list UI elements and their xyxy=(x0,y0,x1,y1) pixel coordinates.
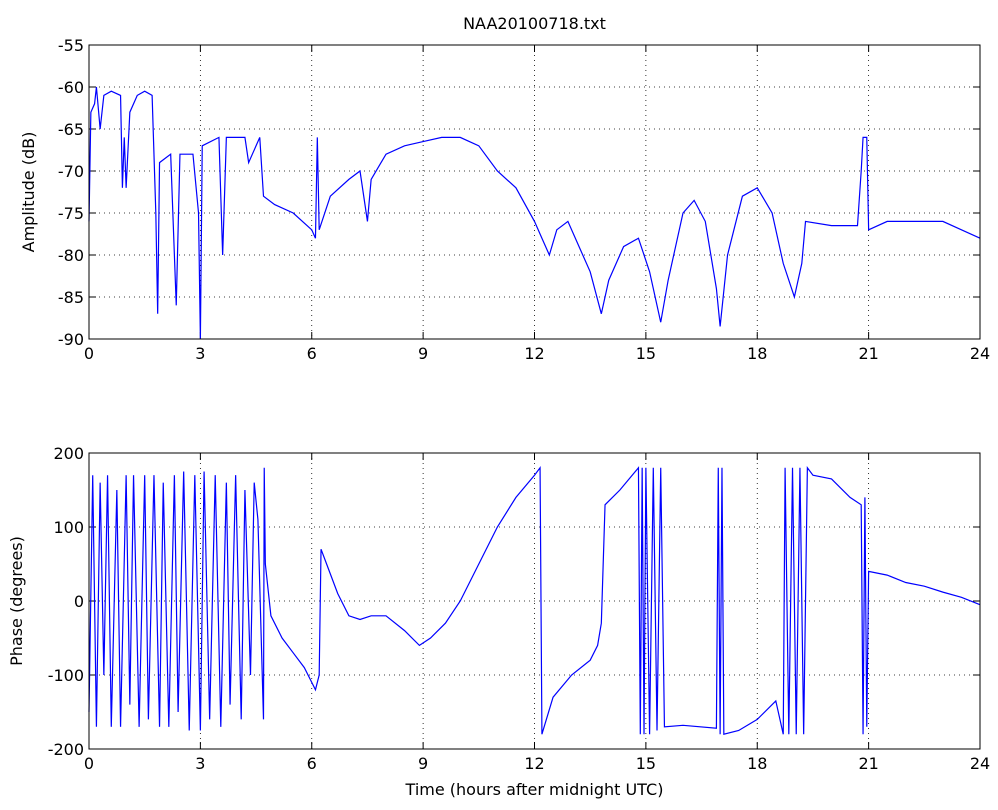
y-tick-label: -85 xyxy=(58,288,84,307)
x-tick-label: 18 xyxy=(747,754,767,773)
x-tick-label: 0 xyxy=(84,344,94,363)
x-tick-label: 6 xyxy=(307,344,317,363)
chart-title: NAA20100718.txt xyxy=(463,14,606,33)
y-tick-label: -75 xyxy=(58,204,84,223)
y-tick-label: -100 xyxy=(48,666,84,685)
x-tick-label: 15 xyxy=(636,754,656,773)
y-tick-label: -70 xyxy=(58,162,84,181)
y-tick-label: -90 xyxy=(58,330,84,349)
y-tick-label: -55 xyxy=(58,36,84,55)
y-tick-label: -60 xyxy=(58,78,84,97)
y-axis-label: Phase (degrees) xyxy=(7,536,26,666)
y-tick-label: -80 xyxy=(58,246,84,265)
axes-frame xyxy=(88,452,981,750)
x-tick-label: 21 xyxy=(858,754,878,773)
y-axis-label: Amplitude (dB) xyxy=(19,132,38,253)
x-axis-label: Time (hours after midnight UTC) xyxy=(405,780,664,799)
x-tick-label: 9 xyxy=(418,754,428,773)
x-tick-label: 12 xyxy=(524,754,544,773)
y-tick-label: 200 xyxy=(53,444,84,463)
x-tick-label: 24 xyxy=(970,754,990,773)
x-tick-label: 15 xyxy=(636,344,656,363)
data-line xyxy=(88,466,981,735)
x-tick-label: 24 xyxy=(970,344,990,363)
x-tick-label: 0 xyxy=(84,754,94,773)
x-tick-label: 12 xyxy=(524,344,544,363)
x-tick-label: 3 xyxy=(195,344,205,363)
x-tick-label: 9 xyxy=(418,344,428,363)
x-tick-label: 18 xyxy=(747,344,767,363)
y-tick-label: 0 xyxy=(74,592,84,611)
y-tick-label: 100 xyxy=(53,518,84,537)
x-tick-label: 21 xyxy=(858,344,878,363)
data-line xyxy=(88,86,981,340)
y-tick-label: -65 xyxy=(58,120,84,139)
y-tick-label: -200 xyxy=(48,740,84,759)
axes-frame xyxy=(88,44,981,340)
x-tick-label: 6 xyxy=(307,754,317,773)
x-tick-label: 3 xyxy=(195,754,205,773)
